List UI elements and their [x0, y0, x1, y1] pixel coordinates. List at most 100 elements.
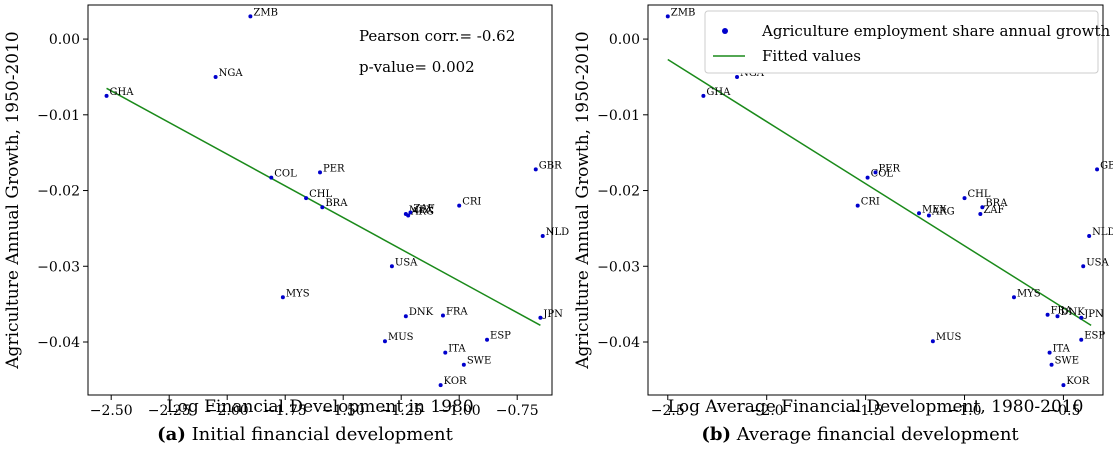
chart-b-legend-label-points: Agriculture employment share annual grow… — [761, 22, 1111, 40]
chart-a-x-tick-label: −1.00 — [438, 403, 481, 419]
chart-b-point-label-esp: ESP — [1084, 331, 1105, 342]
chart-b-point-per — [873, 170, 878, 175]
chart-b-point-arg — [926, 213, 931, 218]
chart-b-point-label-dnk: DNK — [1061, 307, 1086, 318]
chart-b-point-jpn — [1079, 315, 1084, 320]
chart-a-point-label-mus: MUS — [388, 332, 414, 343]
caption-a-tag: (a) — [157, 424, 186, 445]
chart-a-y-tick-label: −0.03 — [37, 259, 80, 275]
chart-a-point-col — [269, 175, 274, 180]
chart-b-point-usa — [1081, 264, 1086, 269]
chart-a-point-label-gbr: GBR — [539, 160, 562, 171]
chart-a-point-swe — [461, 362, 466, 367]
chart-a-point-fra — [440, 313, 445, 318]
chart-b-point-cri — [855, 203, 860, 208]
chart-a-y-tick-label: −0.02 — [37, 184, 80, 200]
chart-b-point-bra — [980, 205, 985, 210]
chart-a-point-label-kor: KOR — [444, 376, 467, 387]
chart-b-point-label-arg: ARG — [931, 207, 955, 218]
chart-b-point-label-zaf: ZAF — [983, 205, 1004, 216]
chart-a-point-label-mex: MEX — [409, 205, 435, 216]
chart-b-point-mys — [1011, 295, 1016, 300]
caption-b: (b) Average financial development — [620, 424, 1100, 445]
chart-b-point-nld — [1087, 233, 1092, 238]
chart-b-x-tick-label: −1.0 — [948, 403, 982, 419]
chart-a-point-bra — [320, 205, 325, 210]
chart-a-point-label-mys: MYS — [286, 288, 310, 299]
chart-a-point-label-fra: FRA — [446, 306, 468, 317]
chart-a-annotation-2: p-value= 0.002 — [359, 58, 475, 76]
chart-b-point-label-cri: CRI — [861, 197, 880, 208]
chart-b-point-label-mys: MYS — [1017, 288, 1041, 299]
chart-b-point-label-col: COL — [871, 169, 894, 180]
chart-b-y-tick-label: −0.04 — [597, 335, 640, 351]
chart-b-point-label-kor: KOR — [1066, 376, 1089, 387]
chart-a-y-axis-title: Agriculture Annual Growth, 1950-2010 — [3, 31, 23, 369]
chart-b-point-label-swe: SWE — [1055, 356, 1079, 367]
chart-a-point-label-cri: CRI — [462, 197, 481, 208]
chart-a-point-label-gha: GHA — [110, 87, 135, 98]
chart-b-point-label-gbr: GBR — [1100, 160, 1113, 171]
chart-b: −2.5 −2.0 −1.5 −1.0 −0.5 0.00 −0.01 −0.02 −0.03 −… — [573, 4, 1113, 419]
chart-b-point-gha — [701, 93, 706, 98]
chart-b-y-tick-label: −0.02 — [597, 184, 640, 200]
chart-a-point-kor — [438, 383, 443, 388]
chart-a-point-zaf — [408, 210, 413, 215]
chart-a-point-label-jpn: JPN — [542, 309, 563, 320]
chart-b-point-label-ita: ITA — [1053, 344, 1071, 355]
chart-a-point-label-per: PER — [323, 163, 345, 174]
chart-a-point-label-usa: USA — [395, 257, 418, 268]
chart-a-point-nld — [540, 233, 545, 238]
chart-b-point-chl — [962, 196, 967, 201]
chart-b-point-ita — [1047, 350, 1052, 355]
chart-a-point-nga — [213, 74, 218, 79]
chart-a-x-tick-label: −1.50 — [322, 403, 365, 419]
chart-a-y-tick-label: 0.00 — [49, 32, 80, 48]
chart-a-x-axis-title: Log Financial Development in 1980 — [166, 397, 473, 417]
chart-a-x-tick-label: −1.75 — [264, 403, 307, 419]
chart-a-point-jpn — [538, 315, 543, 320]
chart-b-point-zaf — [978, 212, 983, 217]
chart-a-point-label-esp: ESP — [490, 331, 511, 342]
chart-a-point-label-nld: NLD — [546, 227, 569, 238]
chart-b-x-tick-label: −1.5 — [849, 403, 883, 419]
chart-b-point-nga — [735, 74, 740, 79]
chart-b-y-tick-label: 0.00 — [609, 32, 640, 48]
chart-a-point-gha — [104, 93, 109, 98]
chart-a-x-tick-label: −1.25 — [380, 403, 423, 419]
chart-a-annotation-1: Pearson corr.= -0.62 — [359, 27, 515, 45]
chart-b-point-esp — [1079, 337, 1084, 342]
chart-b-fitted-line — [667, 58, 1092, 326]
chart-b-point-mus — [930, 339, 935, 344]
chart-b-legend — [704, 10, 1099, 74]
chart-a-point-mus — [382, 339, 387, 344]
chart-a-point-label-swe: SWE — [467, 356, 491, 367]
chart-a: −2.50 −2.25 −2.00 −1.75 −1.50 −1.25 −1.00 −0.75… — [3, 4, 569, 419]
chart-a-point-arg — [406, 213, 411, 218]
chart-b-point-label-nld: NLD — [1092, 227, 1113, 238]
chart-b-point-label-per: PER — [879, 163, 901, 174]
chart-a-x-tick-label: −2.00 — [206, 403, 249, 419]
chart-a-point-zmb — [248, 14, 253, 19]
chart-b-point-mex — [917, 211, 922, 216]
chart-b-point-label-fra: FRA — [1051, 306, 1073, 317]
chart-b-point-swe — [1049, 362, 1054, 367]
chart-a-point-usa — [389, 264, 394, 269]
chart-b-y-tick-label: −0.03 — [597, 259, 640, 275]
chart-a-point-chl — [304, 196, 309, 201]
caption-b-tag: (b) — [701, 424, 731, 445]
chart-a-point-label-zmb: ZMB — [253, 7, 278, 18]
chart-a-point-per — [318, 170, 322, 175]
chart-a-point-cri — [457, 203, 462, 208]
chart-b-point-dnk — [1055, 314, 1060, 319]
chart-a-point-label-ita: ITA — [448, 344, 466, 355]
chart-b-plot-frame — [647, 4, 1104, 396]
chart-a-x-tick-label: −2.25 — [148, 403, 191, 419]
chart-a-point-label-bra: BRA — [325, 198, 348, 209]
chart-b-point-fra — [1045, 312, 1050, 317]
chart-a-point-label-col: COL — [274, 169, 297, 180]
chart-b-legend-label-fit: Fitted values — [762, 47, 861, 65]
caption-b-text: Average financial development — [730, 424, 1019, 445]
chart-b-point-label-gha: GHA — [706, 87, 731, 98]
figure: −2.50 −2.25 −2.00 −1.75 −1.50 −1.25 −1.00 −0.75… — [3, 4, 1113, 419]
